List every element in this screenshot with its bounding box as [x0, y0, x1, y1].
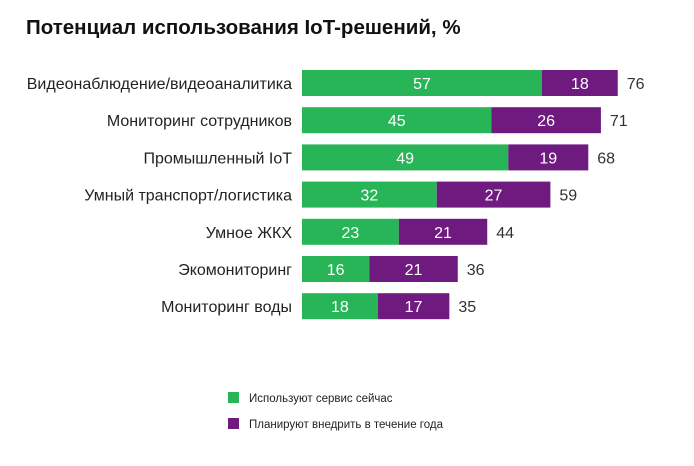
total-value-label: 44 [496, 225, 514, 242]
bar-segment-planned [541, 70, 618, 96]
category-label: Промышленный IoT [143, 150, 292, 167]
segment-value-label: 57 [413, 76, 431, 93]
segment-value-label: 27 [485, 188, 503, 205]
category-label: Умное ЖКХ [206, 225, 293, 242]
total-value-label: 35 [458, 299, 476, 316]
bar-segment-planned [377, 293, 450, 320]
segment-value-label: 21 [405, 262, 423, 279]
segment-value-label: 21 [434, 225, 452, 242]
bar-segment-planned [491, 107, 601, 134]
bar-segment-current [302, 293, 378, 320]
bar-segment-current [302, 70, 542, 96]
category-label: Экомониторинг [178, 262, 292, 279]
segment-value-label: 16 [327, 262, 345, 279]
total-value-label: 59 [559, 188, 577, 205]
segment-value-label: 23 [342, 225, 360, 242]
chart-title: Потенциал использования IoT-решений, % [26, 16, 461, 39]
total-value-label: 36 [467, 262, 485, 279]
bar-segment-current [302, 256, 370, 282]
bar-segment-current [302, 181, 437, 208]
segment-value-label: 17 [405, 299, 423, 316]
segment-value-label: 19 [539, 150, 557, 167]
total-value-label: 76 [627, 76, 645, 93]
bar-segment-planned [436, 181, 551, 208]
total-value-label: 71 [610, 113, 628, 130]
category-label: Умный транспорт/логистика [84, 188, 292, 205]
segment-value-label: 18 [331, 299, 349, 316]
category-label: Мониторинг воды [161, 299, 292, 316]
segment-value-label: 18 [571, 76, 589, 93]
category-label: Мониторинг сотрудников [107, 113, 292, 130]
total-value-label: 68 [597, 150, 615, 167]
legend-swatch [228, 418, 239, 429]
bar-segment-current [302, 144, 509, 171]
segment-value-label: 32 [360, 188, 378, 205]
bar-segment-current [302, 218, 399, 245]
segment-value-label: 26 [537, 113, 555, 130]
bar-segment-current [302, 107, 492, 134]
segment-value-label: 45 [388, 113, 406, 130]
category-label: Видеонаблюдение/видеоаналитика [27, 76, 292, 93]
legend-label: Используют сервис сейчас [249, 393, 393, 405]
bar-segment-planned [508, 144, 589, 171]
bar-segment-planned [398, 218, 488, 245]
legend-swatch [228, 392, 239, 403]
legend-label: Планируют внедрить в течение года [249, 419, 444, 431]
bar-segment-planned [369, 256, 458, 282]
segment-value-label: 49 [396, 150, 414, 167]
